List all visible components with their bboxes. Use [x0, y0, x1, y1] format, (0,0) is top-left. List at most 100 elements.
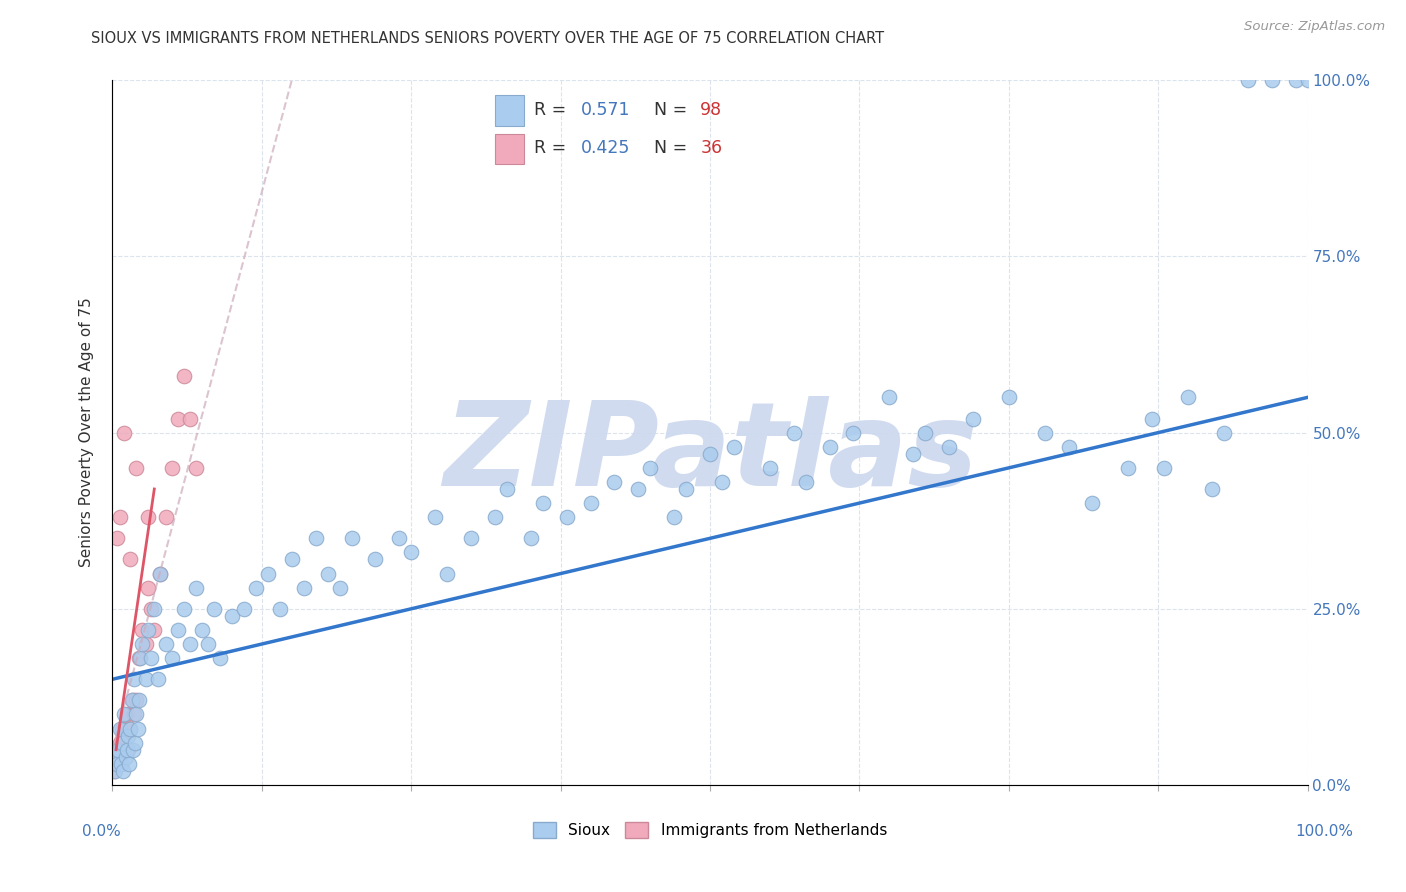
Text: 100.0%: 100.0%: [1295, 824, 1354, 838]
Point: [118, 756, 141, 771]
Point: [281, 552, 304, 566]
Point: [1057, 440, 1080, 454]
Point: [340, 532, 363, 546]
Point: [484, 510, 506, 524]
Point: [105, 532, 128, 546]
Point: [460, 532, 482, 546]
Point: [107, 742, 129, 756]
Point: [1261, 73, 1284, 87]
Point: [105, 742, 128, 756]
Point: [664, 510, 686, 524]
Point: [122, 673, 145, 687]
Point: [436, 566, 458, 581]
Point: [122, 707, 145, 722]
Point: [699, 447, 721, 461]
Point: [105, 749, 128, 764]
Point: [191, 623, 214, 637]
Point: [131, 637, 153, 651]
Point: [114, 722, 136, 736]
Point: [127, 722, 149, 736]
Point: [197, 637, 219, 651]
Point: [112, 742, 135, 756]
Point: [128, 651, 150, 665]
Point: [1153, 460, 1175, 475]
Point: [903, 447, 925, 461]
Point: [173, 369, 195, 384]
Text: Source: ZipAtlas.com: Source: ZipAtlas.com: [1244, 20, 1385, 33]
Point: [108, 722, 131, 736]
Point: [1201, 482, 1223, 496]
Point: [115, 742, 138, 756]
Point: [105, 749, 128, 764]
Point: [114, 425, 135, 440]
Point: [121, 693, 143, 707]
Point: [120, 722, 142, 736]
Point: [388, 532, 411, 546]
Point: [110, 756, 132, 771]
Point: [104, 756, 127, 771]
Point: [131, 623, 153, 637]
Point: [111, 736, 134, 750]
Point: [115, 707, 138, 722]
Point: [149, 566, 172, 581]
Point: [143, 623, 166, 637]
Point: [186, 460, 208, 475]
Point: [120, 552, 142, 566]
Point: [233, 601, 256, 615]
Point: [128, 693, 150, 707]
Point: [121, 742, 143, 756]
Point: [962, 411, 984, 425]
Point: [167, 623, 190, 637]
Point: [139, 601, 162, 615]
Point: [1081, 496, 1104, 510]
Point: [202, 601, 225, 615]
Point: [401, 545, 423, 559]
Point: [108, 736, 131, 750]
Point: [138, 581, 160, 595]
Point: [555, 510, 578, 524]
Point: [938, 440, 960, 454]
Point: [139, 651, 162, 665]
Point: [138, 623, 160, 637]
Point: [603, 475, 626, 489]
Text: ZIPatlas: ZIPatlas: [443, 396, 977, 511]
Point: [316, 566, 339, 581]
Point: [711, 475, 734, 489]
Point: [135, 673, 157, 687]
Point: [162, 651, 183, 665]
Point: [783, 425, 806, 440]
Point: [125, 460, 148, 475]
Point: [1296, 73, 1319, 87]
Point: [104, 764, 127, 778]
Point: [114, 736, 135, 750]
Point: [675, 482, 697, 496]
Point: [135, 637, 157, 651]
Y-axis label: Seniors Poverty Over the Age of 75: Seniors Poverty Over the Age of 75: [79, 298, 94, 567]
Point: [329, 581, 352, 595]
Point: [110, 756, 132, 771]
Point: [107, 742, 129, 756]
Point: [579, 496, 602, 510]
Point: [723, 440, 745, 454]
Point: [179, 411, 201, 425]
Point: [496, 482, 519, 496]
Point: [640, 460, 662, 475]
Point: [269, 601, 291, 615]
Point: [1177, 391, 1199, 405]
Point: [842, 425, 865, 440]
Point: [173, 601, 195, 615]
Point: [1142, 411, 1164, 425]
Point: [305, 532, 328, 546]
Point: [124, 736, 146, 750]
Text: 0.0%: 0.0%: [82, 824, 121, 838]
Point: [1237, 73, 1260, 87]
Point: [129, 651, 152, 665]
Point: [105, 756, 128, 771]
Point: [143, 601, 166, 615]
Point: [627, 482, 650, 496]
Text: SIOUX VS IMMIGRANTS FROM NETHERLANDS SENIORS POVERTY OVER THE AGE OF 75 CORRELAT: SIOUX VS IMMIGRANTS FROM NETHERLANDS SEN…: [91, 31, 884, 46]
Point: [111, 722, 134, 736]
Point: [759, 460, 782, 475]
Point: [167, 411, 190, 425]
Point: [1213, 425, 1236, 440]
